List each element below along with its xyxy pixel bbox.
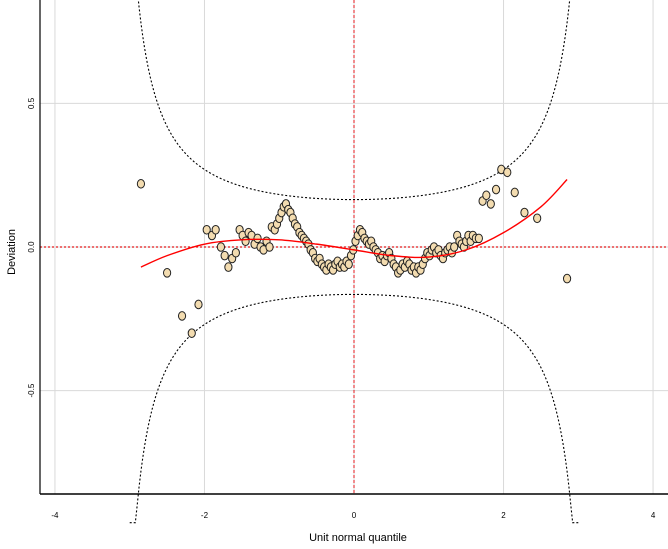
data-point-122 <box>510 187 519 198</box>
data-point-9 <box>220 250 229 261</box>
data-point-4 <box>194 299 203 310</box>
data-point-3 <box>187 328 196 338</box>
data-points <box>136 164 572 338</box>
confidence-band <box>129 0 579 524</box>
upper-confidence-bound <box>137 0 571 201</box>
y-tick-label-0: -0.5 <box>27 383 36 397</box>
x-tick-label-1: -2 <box>201 511 209 520</box>
data-point-115 <box>474 233 483 244</box>
fit-curve <box>140 179 568 268</box>
x-tick-label-3: 2 <box>501 511 506 520</box>
data-point-125 <box>562 273 572 284</box>
data-point-118 <box>486 199 495 209</box>
data-point-7 <box>211 224 220 235</box>
x-axis-title: Unit normal quantile <box>309 532 407 544</box>
data-point-58 <box>344 259 353 270</box>
data-point-15 <box>241 236 250 247</box>
y-tick-label-2: 0.5 <box>27 97 36 109</box>
data-point-23 <box>265 242 274 252</box>
data-point-121 <box>503 167 512 178</box>
data-point-10 <box>224 262 233 272</box>
y-axis-title: Deviation <box>6 229 18 275</box>
data-point-119 <box>491 184 501 195</box>
data-point-123 <box>520 207 529 218</box>
x-tick-label-2: 0 <box>352 511 357 520</box>
axes <box>39 0 668 495</box>
data-point-105 <box>450 242 459 252</box>
data-point-1 <box>162 268 172 278</box>
data-point-19 <box>253 233 262 244</box>
x-tick-label-4: 4 <box>651 511 656 520</box>
y-tick-labels: -0.5 0.0 0.5 <box>27 97 36 397</box>
fit-curve-layer <box>140 179 568 268</box>
x-tick-labels: -4 -2 0 2 4 <box>51 511 655 520</box>
data-point-117 <box>482 190 491 201</box>
data-point-0 <box>136 179 146 189</box>
x-tick-label-0: -4 <box>51 511 59 520</box>
data-point-124 <box>533 213 542 224</box>
data-point-8 <box>216 242 226 252</box>
data-point-2 <box>177 311 187 321</box>
data-point-12 <box>231 247 240 258</box>
y-tick-label-1: 0.0 <box>27 241 36 253</box>
data-point-5 <box>202 224 211 235</box>
lower-confidence-bound <box>129 293 579 524</box>
